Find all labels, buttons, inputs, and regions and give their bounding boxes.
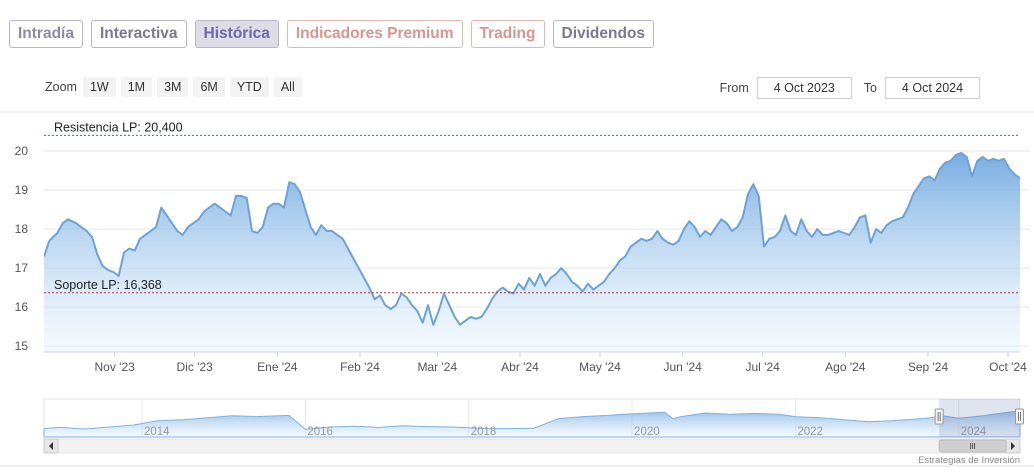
navigator-handle-left[interactable] bbox=[934, 408, 944, 425]
y-tick-label: 16 bbox=[15, 300, 29, 314]
zoom-selector: Zoom 1W 1M 3M 6M YTD All bbox=[45, 77, 307, 97]
y-tick-label: 15 bbox=[15, 339, 29, 353]
tab-5[interactable]: Dividendos bbox=[552, 20, 655, 48]
price-line bbox=[44, 152, 1020, 326]
navigator-year-label: 2022 bbox=[797, 426, 823, 438]
tab-1[interactable]: Interactiva bbox=[90, 20, 187, 48]
zoom-button-6m[interactable]: 6M bbox=[193, 77, 225, 97]
x-tick-label: Mar '24 bbox=[418, 360, 458, 374]
chart-tabs: Intradía Interactiva Histórica Indicadores … bbox=[9, 20, 655, 48]
y-tick-label: 19 bbox=[15, 183, 29, 197]
zoom-button-1m[interactable]: 1M bbox=[120, 77, 153, 97]
x-tick-label: Dic '23 bbox=[177, 360, 214, 374]
scroll-right-arrow-icon bbox=[1011, 442, 1015, 450]
zoom-label: Zoom bbox=[45, 80, 77, 94]
y-tick-label: 18 bbox=[15, 222, 29, 236]
x-tick-label: Sep '24 bbox=[908, 360, 949, 374]
navigator-year-label: 2014 bbox=[144, 426, 170, 438]
x-tick-label: May '24 bbox=[579, 360, 621, 374]
x-tick-label: Nov '23 bbox=[95, 360, 136, 374]
scroll-left-arrow-icon bbox=[49, 442, 53, 450]
y-tick-label: 17 bbox=[15, 261, 29, 275]
tab-0[interactable]: Intradía bbox=[9, 20, 83, 48]
zoom-button-ytd[interactable]: YTD bbox=[229, 77, 269, 97]
date-range: From 4 Oct 2023 To 4 Oct 2024 bbox=[720, 77, 980, 99]
from-label: From bbox=[719, 81, 749, 95]
navigator-year-label: 2016 bbox=[307, 426, 333, 438]
zoom-button-1w[interactable]: 1W bbox=[82, 77, 116, 97]
navigator-selection[interactable] bbox=[939, 399, 1020, 437]
zoom-button-all[interactable]: All bbox=[273, 77, 302, 97]
x-tick-label: Ago '24 bbox=[825, 360, 866, 374]
annotation-label-0: Resistencia LP: 20,400 bbox=[54, 120, 183, 134]
navigator-scrollbar[interactable] bbox=[43, 438, 1021, 454]
to-label: To bbox=[863, 81, 877, 95]
zoom-buttons: 1W 1M 3M 6M YTD All bbox=[82, 77, 307, 97]
navigator-year-label: 2024 bbox=[961, 426, 987, 438]
from-date-input[interactable]: 4 Oct 2023 bbox=[756, 77, 852, 99]
price-area bbox=[44, 153, 1020, 352]
navigator-area bbox=[43, 410, 1021, 438]
tab-4[interactable]: Trading bbox=[470, 20, 545, 48]
tab-2[interactable]: Histórica bbox=[194, 20, 279, 48]
to-date-input[interactable]: 4 Oct 2024 bbox=[885, 77, 980, 99]
tab-3[interactable]: Indicadores Premium bbox=[286, 20, 463, 48]
annotation-label-1: Soporte LP: 16,368 bbox=[54, 278, 162, 292]
x-tick-label: Abr '24 bbox=[501, 360, 539, 374]
navigator-year-label: 2020 bbox=[634, 426, 660, 438]
x-tick-label: Jun '24 bbox=[664, 360, 703, 374]
chart-credit: Estrategias de Inversión bbox=[918, 455, 1020, 466]
navigator-year-label: 2018 bbox=[471, 426, 497, 438]
zoom-button-3m[interactable]: 3M bbox=[157, 77, 189, 97]
navigator-handle-right[interactable] bbox=[1015, 408, 1024, 425]
x-tick-label: Jul '24 bbox=[746, 360, 781, 374]
y-tick-label: 20 bbox=[15, 144, 29, 158]
x-tick-label: Feb '24 bbox=[340, 360, 380, 374]
x-tick-label: Ene '24 bbox=[257, 360, 298, 374]
x-tick-label: Oct '24 bbox=[989, 360, 1027, 374]
